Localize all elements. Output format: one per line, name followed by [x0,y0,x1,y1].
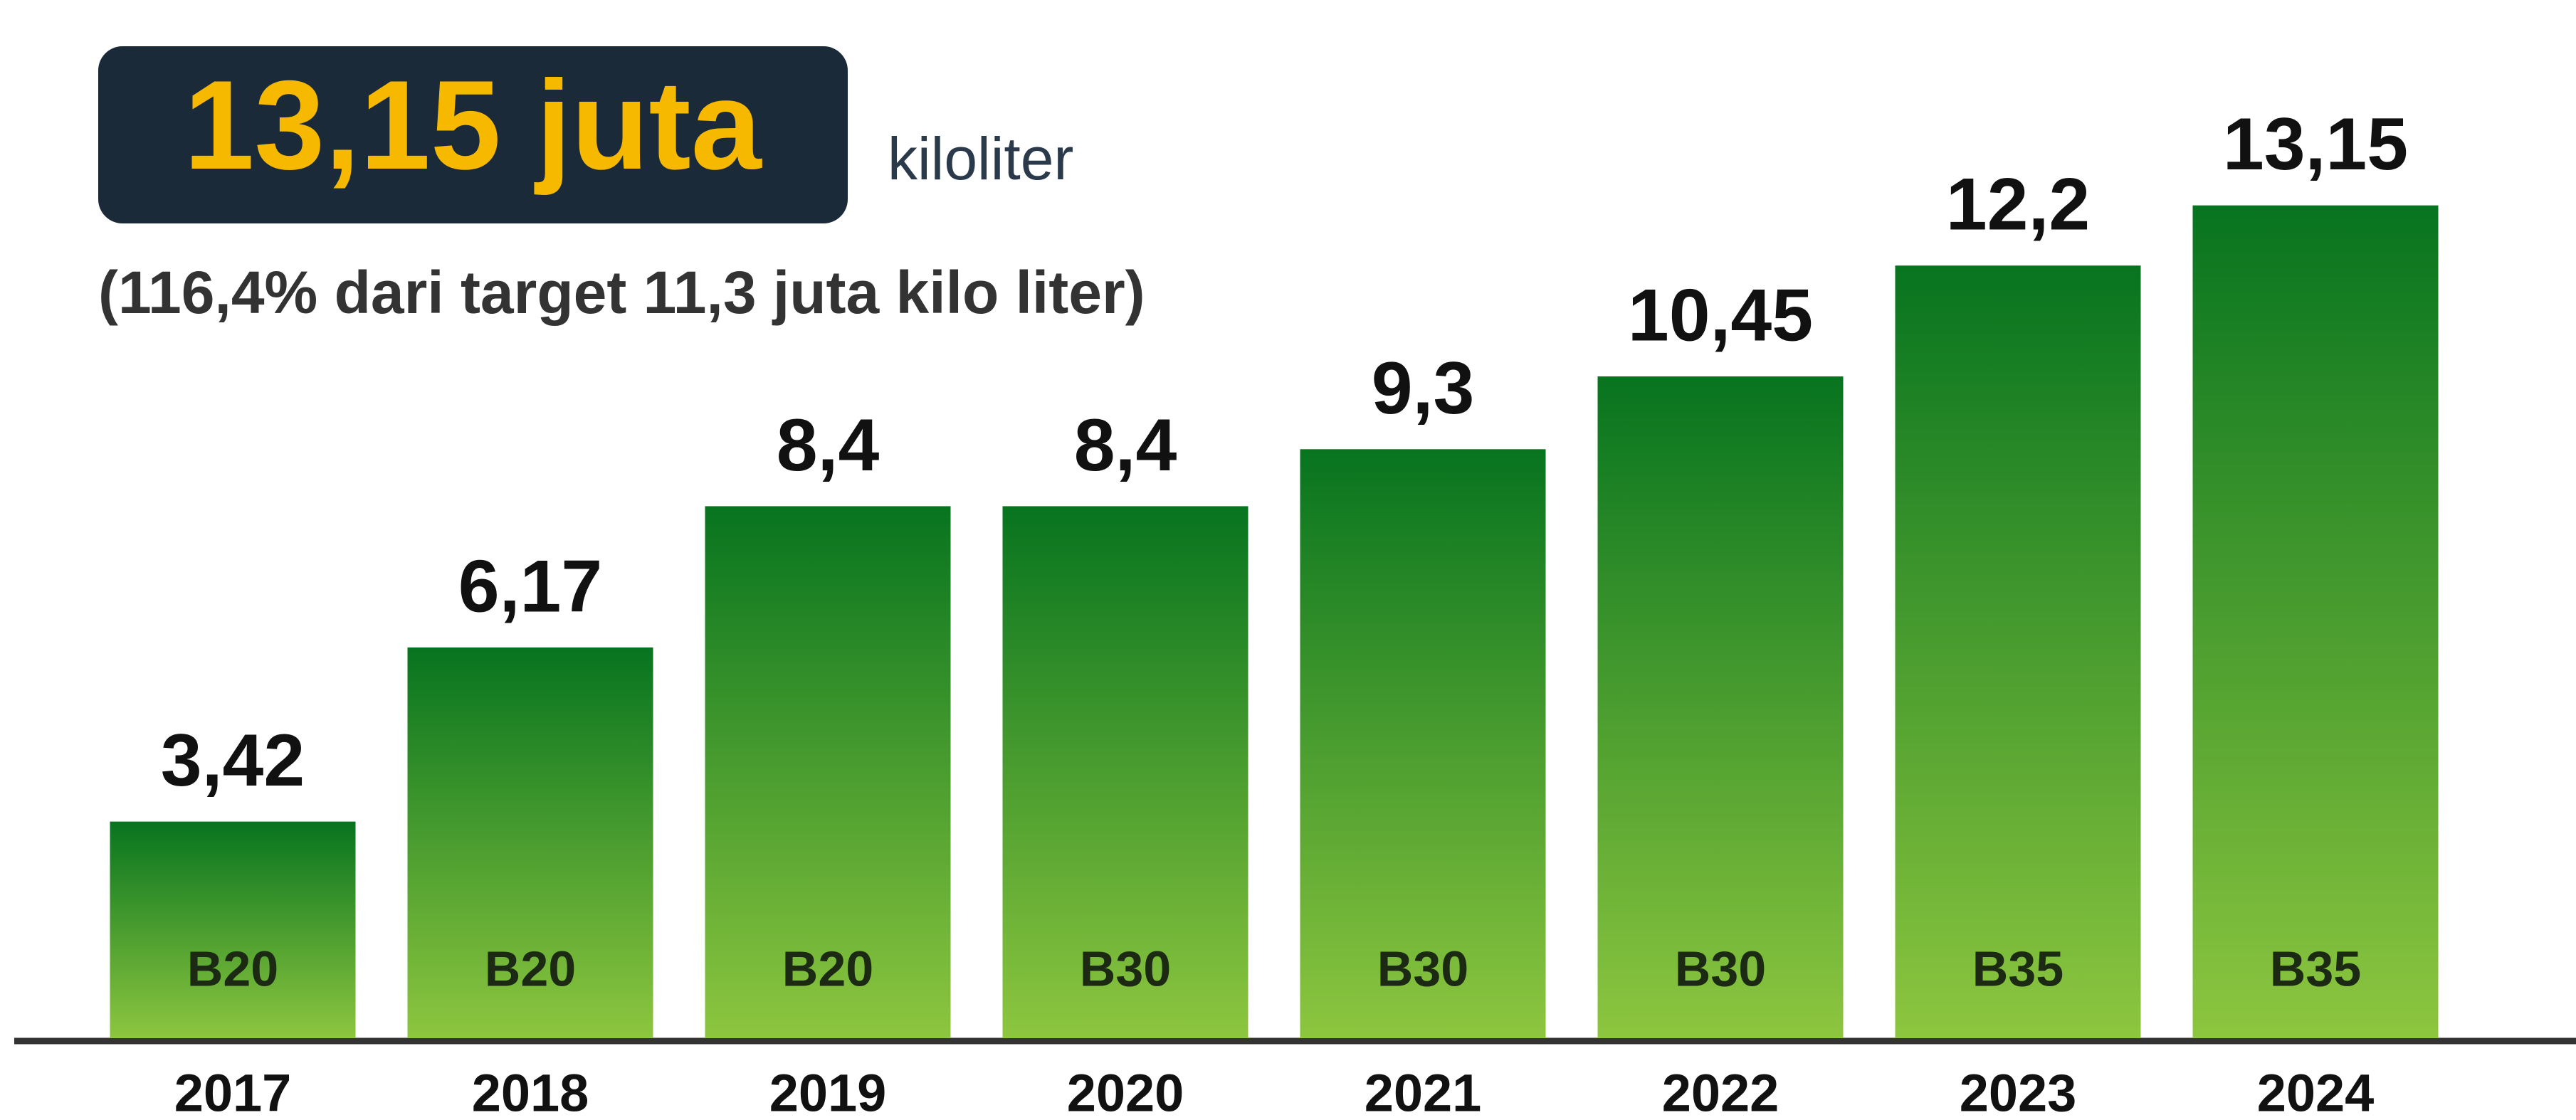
value-label: 13,15 [2223,103,2408,186]
unit-label: kiloliter [888,125,1073,192]
x-tick-label: 2024 [2257,1064,2375,1120]
bar [1300,449,1546,1038]
x-tick-label: 2021 [1365,1064,1482,1120]
x-tick-label: 2019 [769,1064,887,1120]
bar-label: B30 [1377,941,1468,996]
chart-title: 13,15 juta [184,54,762,196]
x-tick-label: 2017 [174,1064,292,1120]
bar-label: B30 [1080,941,1171,996]
bar-label: B30 [1675,941,1766,996]
x-tick-label: 2022 [1662,1064,1779,1120]
bar-label: B20 [782,941,873,996]
bar-label: B20 [485,941,576,996]
bar [1002,506,1248,1038]
bar-label: B35 [2270,941,2361,996]
x-tick-label: 2018 [472,1064,589,1120]
value-label: 6,17 [458,545,602,628]
value-label: 12,2 [1946,164,2090,246]
bar-label: B35 [1972,941,2064,996]
bar [407,647,653,1038]
value-label: 3,42 [161,719,305,802]
x-tick-label: 2020 [1067,1064,1184,1120]
value-label: 8,4 [777,404,880,487]
bar-label: B20 [187,941,278,996]
bar [705,506,951,1038]
value-label: 8,4 [1074,404,1177,487]
value-label: 9,3 [1372,347,1475,430]
bar [110,821,356,1038]
bar [1895,265,2141,1039]
title-box [98,46,848,223]
x-tick-label: 2023 [1960,1064,2077,1120]
bar [1597,376,1844,1038]
subtitle: (116,4% dari target 11,3 juta kilo liter… [98,259,1145,326]
bar [2192,205,2439,1038]
value-label: 10,45 [1628,274,1813,356]
